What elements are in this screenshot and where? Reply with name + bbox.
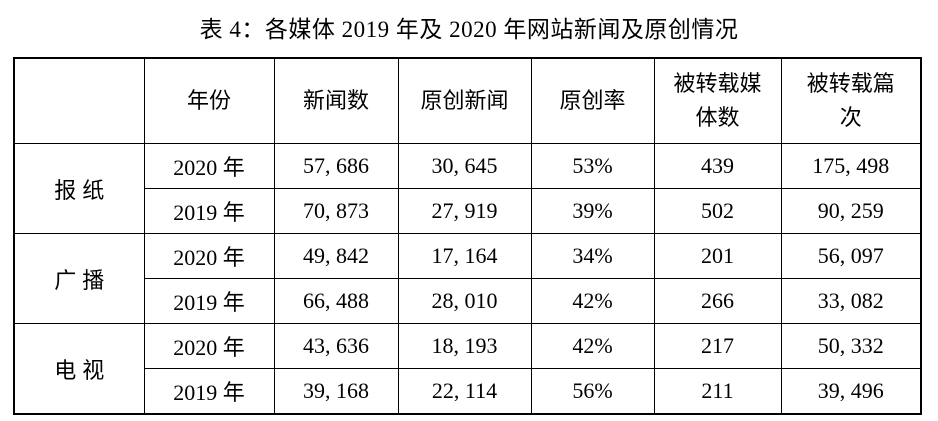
cell-news-count: 70, 873 bbox=[273, 188, 399, 234]
cell-original-rate: 34% bbox=[530, 233, 655, 279]
cell-news-count: 39, 168 bbox=[273, 368, 399, 415]
cell-reprint-media-count: 201 bbox=[653, 233, 782, 279]
cell-reprint-article-count: 39, 496 bbox=[780, 368, 922, 415]
cell-original-news: 17, 164 bbox=[397, 233, 532, 279]
media-label-tv: 电视 bbox=[13, 323, 145, 415]
col-header-reprint-media-count: 被转载媒 体数 bbox=[653, 57, 782, 144]
cell-original-rate: 53% bbox=[530, 143, 655, 189]
cell-original-rate: 39% bbox=[530, 188, 655, 234]
media-label-radio: 广播 bbox=[13, 233, 145, 324]
table-row: 报纸 2020 年 57, 686 30, 645 53% 439 175, 4… bbox=[13, 143, 922, 234]
cell-news-count: 66, 488 bbox=[273, 278, 399, 324]
corner-cell bbox=[13, 57, 145, 144]
col-header-news-count: 新闻数 bbox=[273, 57, 399, 144]
media-label-newspaper: 报纸 bbox=[13, 143, 145, 234]
table-row: 电视 2020 年 43, 636 18, 193 42% 217 50, 33… bbox=[13, 323, 922, 415]
table-row: 2019 年 66, 488 28, 010 42% 266 33, 082 bbox=[14, 278, 922, 324]
cell-reprint-article-count: 90, 259 bbox=[780, 188, 922, 234]
cell-reprint-media-count: 211 bbox=[653, 368, 782, 415]
col-header-original-news: 原创新闻 bbox=[397, 57, 532, 144]
cell-original-news: 22, 114 bbox=[397, 368, 532, 415]
cell-year: 2019 年 bbox=[143, 278, 275, 324]
col-header-original-rate: 原创率 bbox=[530, 57, 655, 144]
cell-news-count: 49, 842 bbox=[273, 233, 399, 279]
media-news-table: 年份 新闻数 原创新闻 原创率 被转载媒 体数 被转载篇 次 报纸 2020 年… bbox=[13, 57, 922, 415]
cell-original-rate: 42% bbox=[530, 323, 655, 369]
cell-reprint-article-count: 50, 332 bbox=[780, 323, 922, 369]
cell-original-rate: 42% bbox=[530, 278, 655, 324]
cell-original-news: 28, 010 bbox=[397, 278, 532, 324]
cell-original-news: 27, 919 bbox=[397, 188, 532, 234]
cell-reprint-media-count: 266 bbox=[653, 278, 782, 324]
page-title: 表 4：各媒体 2019 年及 2020 年网站新闻及原创情况 bbox=[199, 17, 739, 42]
table-row: 2019 年 70, 873 27, 919 39% 502 90, 259 bbox=[14, 188, 922, 234]
cell-news-count: 57, 686 bbox=[273, 143, 399, 189]
cell-reprint-article-count: 175, 498 bbox=[780, 143, 922, 189]
cell-news-count: 43, 636 bbox=[273, 323, 399, 369]
table-row: 2019 年 39, 168 22, 114 56% 211 39, 496 bbox=[14, 368, 922, 415]
cell-original-news: 18, 193 bbox=[397, 323, 532, 369]
cell-original-rate: 56% bbox=[530, 368, 655, 415]
cell-reprint-media-count: 217 bbox=[653, 323, 782, 369]
table-row: 广播 2020 年 49, 842 17, 164 34% 201 56, 09… bbox=[13, 233, 922, 324]
cell-reprint-media-count: 439 bbox=[653, 143, 782, 189]
cell-reprint-article-count: 33, 082 bbox=[780, 278, 922, 324]
col-header-reprint-article-count: 被转载篇 次 bbox=[780, 57, 922, 144]
cell-reprint-article-count: 56, 097 bbox=[780, 233, 922, 279]
cell-original-news: 30, 645 bbox=[397, 143, 532, 189]
cell-year: 2019 年 bbox=[143, 368, 275, 415]
cell-year: 2020 年 bbox=[143, 233, 275, 279]
cell-reprint-media-count: 502 bbox=[653, 188, 782, 234]
cell-year: 2020 年 bbox=[143, 323, 275, 369]
header-row: 年份 新闻数 原创新闻 原创率 被转载媒 体数 被转载篇 次 bbox=[13, 57, 922, 144]
cell-year: 2019 年 bbox=[143, 188, 275, 234]
cell-year: 2020 年 bbox=[143, 143, 275, 189]
col-header-year: 年份 bbox=[143, 57, 275, 144]
